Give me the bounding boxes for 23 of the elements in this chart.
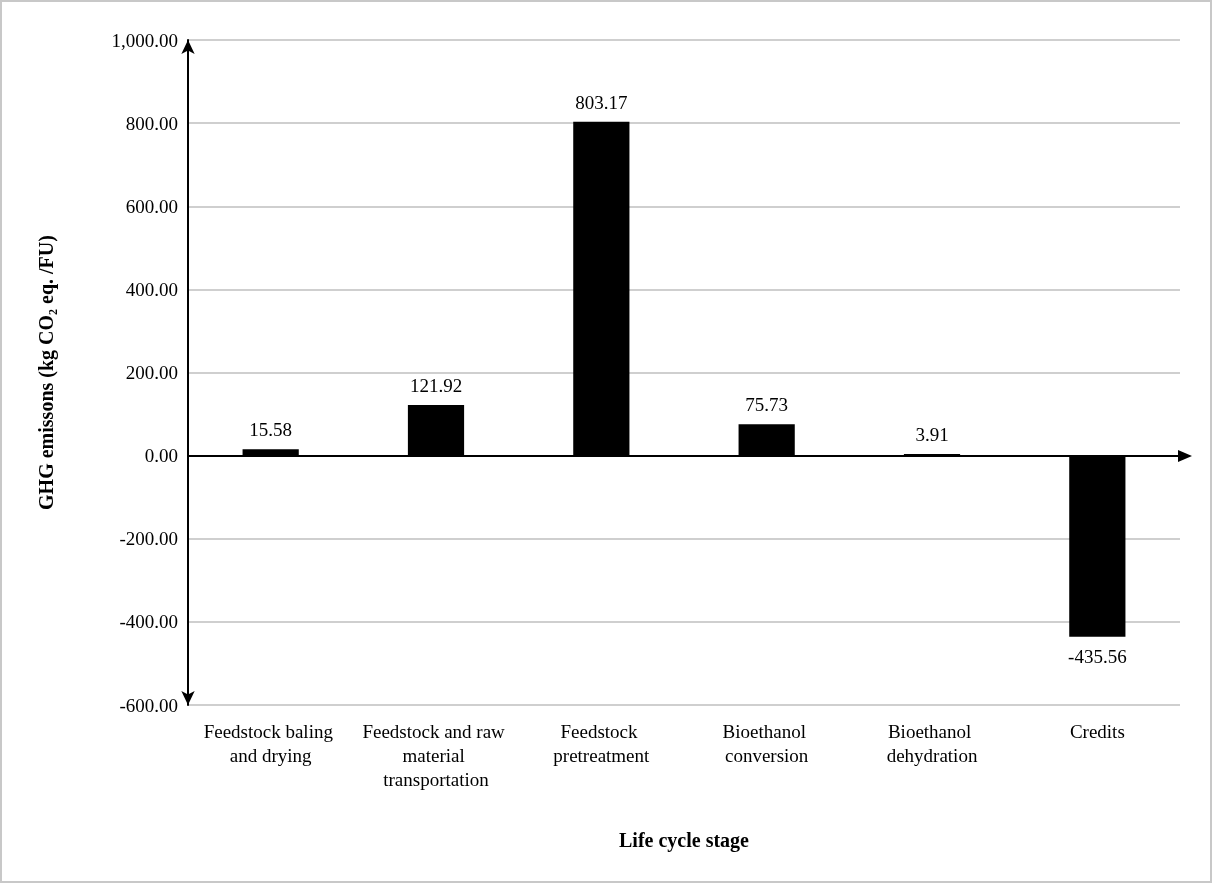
y-tick-label: 600.00 [125, 195, 178, 217]
y-tick-label: -400.00 [119, 611, 178, 633]
data-label: 15.58 [249, 419, 293, 441]
data-label: -435.56 [1068, 645, 1127, 667]
y-tick-label: 800.00 [125, 112, 178, 134]
y-tick-label: 0.00 [144, 445, 178, 467]
x-axis-title: Life cycle stage [619, 829, 750, 852]
data-label: 75.73 [745, 394, 789, 416]
x-tick-label: Feedstock pretreatment [553, 720, 651, 766]
x-tick-label: Feedstock baling and drying [203, 720, 338, 766]
data-label: 3.91 [915, 424, 949, 445]
x-tick-label: Feedstock and raw material transportation [362, 720, 510, 790]
y-tick-label: 400.00 [125, 278, 178, 300]
y-tick-label: -600.00 [119, 694, 178, 716]
y-axis-title: GHG emissons (kg CO₂ eq. /FU) [35, 235, 58, 510]
y-tick-label: 200.00 [125, 362, 178, 383]
x-tick-label: Credits [1069, 720, 1125, 742]
x-tick-label: Bioethanol dehydration [886, 720, 978, 766]
data-label: 121.92 [409, 374, 463, 396]
y-tick-label: 1,000.00 [111, 29, 178, 51]
x-tick-label: Bioethanol conversion [722, 720, 811, 766]
y-tick-label: -200.00 [119, 528, 178, 550]
data-label: 803.17 [575, 91, 628, 113]
